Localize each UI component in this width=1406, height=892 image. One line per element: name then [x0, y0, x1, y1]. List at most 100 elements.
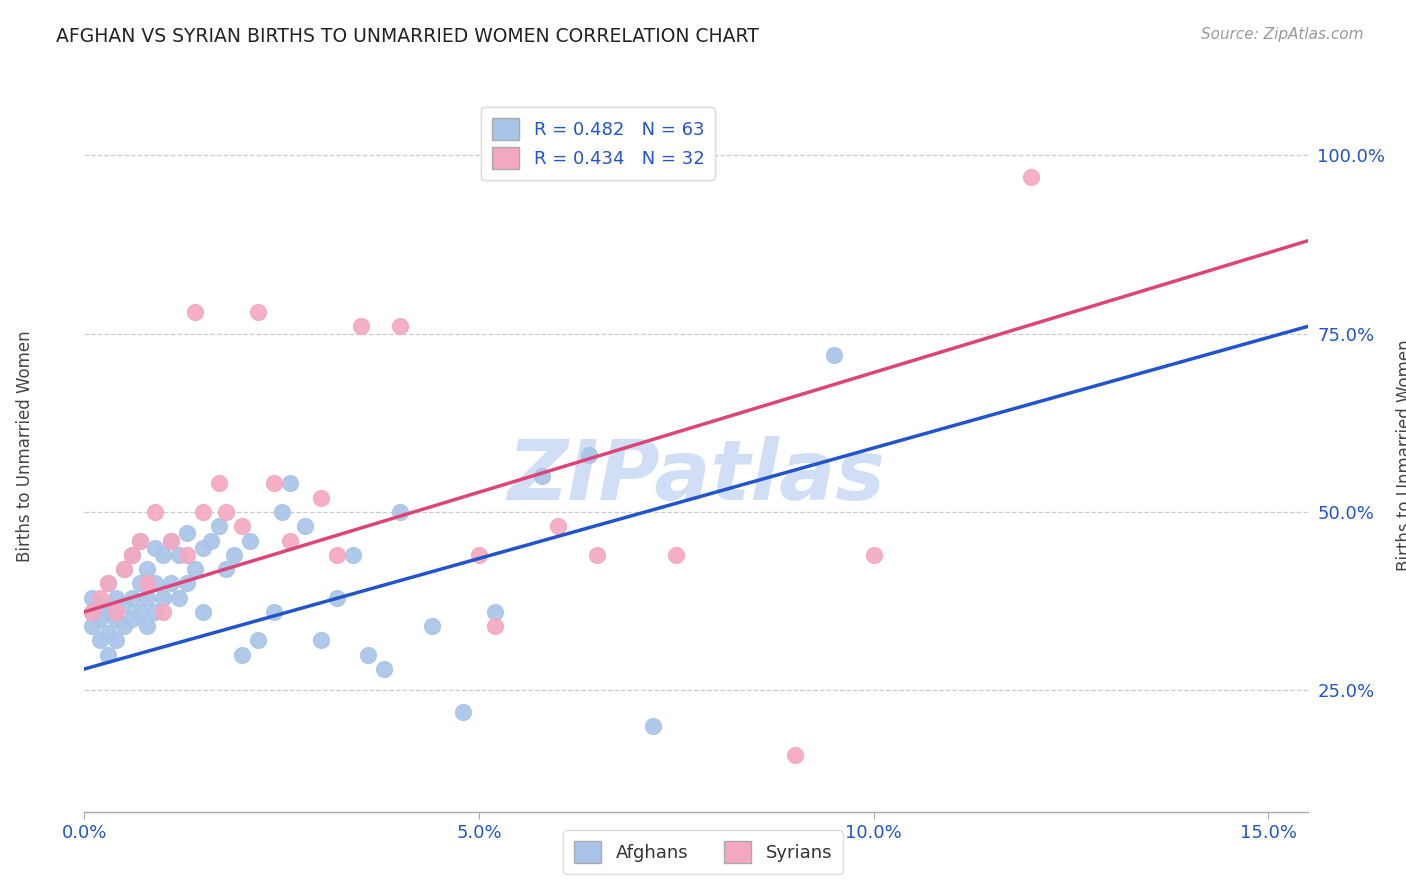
Point [152, 605, 174, 619]
Point [128, 533, 150, 548]
Point [160, 533, 183, 548]
Text: ZIPatlas: ZIPatlas [508, 436, 884, 516]
Point [97, 626, 120, 640]
Point [547, 519, 569, 533]
Point [145, 576, 167, 591]
Point [862, 548, 884, 562]
Point [246, 633, 269, 648]
Point [136, 576, 159, 591]
Point [823, 348, 845, 362]
Point [191, 605, 214, 619]
Point [167, 548, 190, 562]
Point [121, 548, 143, 562]
Point [167, 591, 190, 605]
Point [176, 576, 198, 591]
Point [231, 519, 253, 533]
Point [97, 576, 120, 591]
Legend: R = 0.482   N = 63, R = 0.434   N = 32: R = 0.482 N = 63, R = 0.434 N = 32 [481, 107, 716, 180]
Point [97, 605, 120, 619]
Point [326, 591, 349, 605]
Point [121, 591, 143, 605]
Text: AFGHAN VS SYRIAN BIRTHS TO UNMARRIED WOMEN CORRELATION CHART: AFGHAN VS SYRIAN BIRTHS TO UNMARRIED WOM… [56, 27, 759, 45]
Point [152, 548, 174, 562]
Point [191, 541, 214, 555]
Point [160, 576, 183, 591]
Point [97, 648, 120, 662]
Point [145, 605, 167, 619]
Point [309, 491, 332, 505]
Point [246, 305, 269, 319]
Point [89, 591, 111, 605]
Point [373, 662, 395, 676]
Point [104, 591, 127, 605]
Point [128, 533, 150, 548]
Point [783, 747, 806, 762]
Point [200, 533, 222, 548]
Point [586, 548, 609, 562]
Point [531, 469, 554, 483]
Point [121, 612, 143, 626]
Point [145, 541, 167, 555]
Point [97, 576, 120, 591]
Y-axis label: Births to Unmarried Women: Births to Unmarried Women [1396, 339, 1406, 571]
Point [112, 598, 135, 612]
Point [278, 533, 301, 548]
Point [349, 319, 371, 334]
Point [89, 633, 111, 648]
Point [89, 612, 111, 626]
Point [389, 505, 412, 519]
Point [224, 548, 246, 562]
Point [207, 476, 229, 491]
Point [357, 648, 380, 662]
Point [160, 533, 183, 548]
Point [278, 476, 301, 491]
Point [112, 562, 135, 576]
Point [665, 548, 688, 562]
Point [112, 619, 135, 633]
Point [112, 562, 135, 576]
Point [184, 305, 207, 319]
Point [82, 605, 104, 619]
Point [484, 605, 506, 619]
Point [1021, 169, 1043, 184]
Point [578, 448, 600, 462]
Point [145, 505, 167, 519]
Point [326, 548, 349, 562]
Point [294, 519, 316, 533]
Point [207, 519, 229, 533]
Point [263, 605, 285, 619]
Point [128, 576, 150, 591]
Point [82, 619, 104, 633]
Point [231, 648, 253, 662]
Point [342, 548, 364, 562]
Point [468, 548, 491, 562]
Point [263, 476, 285, 491]
Point [184, 562, 207, 576]
Point [451, 705, 474, 719]
Point [641, 719, 664, 733]
Point [270, 505, 292, 519]
Point [136, 562, 159, 576]
Point [420, 619, 443, 633]
Point [121, 548, 143, 562]
Point [239, 533, 262, 548]
Point [136, 591, 159, 605]
Point [104, 633, 127, 648]
Point [176, 548, 198, 562]
Point [215, 562, 238, 576]
Point [389, 319, 412, 334]
Point [215, 505, 238, 519]
Point [104, 612, 127, 626]
Point [136, 619, 159, 633]
Point [176, 526, 198, 541]
Point [104, 605, 127, 619]
Legend: Afghans, Syrians: Afghans, Syrians [562, 830, 844, 874]
Point [89, 598, 111, 612]
Text: Births to Unmarried Women: Births to Unmarried Women [17, 330, 34, 562]
Point [484, 619, 506, 633]
Point [152, 591, 174, 605]
Point [128, 605, 150, 619]
Point [82, 605, 104, 619]
Point [309, 633, 332, 648]
Point [82, 591, 104, 605]
